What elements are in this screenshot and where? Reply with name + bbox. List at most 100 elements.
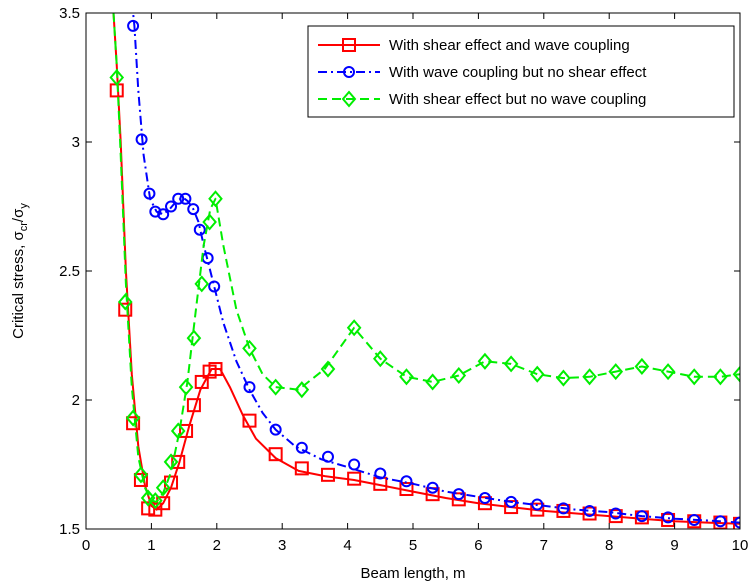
y-tick-label: 2.5 <box>59 263 80 280</box>
data-point <box>179 192 192 205</box>
data-point <box>686 368 702 386</box>
data-point <box>556 369 571 387</box>
data-point <box>141 501 156 516</box>
legend-entry: With wave coupling but no shear effect <box>318 64 647 81</box>
data-point <box>194 374 209 389</box>
series-layer <box>109 13 740 529</box>
data-point <box>133 472 148 487</box>
data-point <box>165 200 178 213</box>
data-point <box>269 423 282 436</box>
data-point <box>125 409 141 427</box>
data-point <box>208 362 223 377</box>
data-point <box>583 504 596 517</box>
x-tick-label: 8 <box>605 537 613 554</box>
legend-marker-swatch <box>341 90 357 108</box>
data-point <box>243 381 256 394</box>
data-point <box>478 492 491 505</box>
data-point <box>452 488 465 501</box>
data-point <box>503 355 519 373</box>
y-tick-label: 3.5 <box>59 5 80 22</box>
data-point <box>163 453 179 471</box>
data-point <box>557 502 570 515</box>
data-point <box>662 511 675 524</box>
data-point <box>179 423 194 438</box>
data-point <box>556 503 571 518</box>
data-point <box>320 360 336 378</box>
data-point <box>635 510 648 523</box>
data-point <box>186 398 201 413</box>
ticks-layer: 0 1 2 3 4 5 6 7 8 9 10 1.5 2 2.5 3 3.5 <box>59 5 748 554</box>
data-point <box>127 19 140 32</box>
x-tick-label: 3 <box>278 537 286 554</box>
data-point <box>118 302 133 317</box>
data-point <box>294 461 309 476</box>
data-point <box>582 368 597 386</box>
legend-label: With shear effect but no wave coupling <box>389 91 646 108</box>
data-point <box>531 498 544 511</box>
legend-entry: With shear effect and wave coupling <box>318 37 630 54</box>
legend-label: With wave coupling but no shear effect <box>389 64 647 81</box>
data-point <box>425 373 440 391</box>
data-point <box>268 378 283 396</box>
legend-marker-swatch <box>342 38 356 52</box>
data-point <box>320 467 335 482</box>
data-point <box>321 450 334 463</box>
data-point <box>208 280 221 293</box>
data-point <box>242 339 257 357</box>
x-tick-label: 1 <box>147 537 155 554</box>
data-point <box>372 350 388 368</box>
data-point <box>268 447 283 462</box>
data-point <box>242 413 257 428</box>
data-point <box>347 471 362 486</box>
data-point <box>451 366 467 385</box>
data-point <box>451 492 466 507</box>
data-point <box>609 507 622 520</box>
x-tick-label: 7 <box>540 537 548 554</box>
data-point <box>295 441 308 454</box>
legend: With shear effect and wave coupling With … <box>307 25 735 118</box>
data-point <box>143 187 156 200</box>
data-point <box>157 208 170 221</box>
data-point <box>140 489 156 507</box>
data-point <box>529 365 545 383</box>
data-point <box>688 513 701 526</box>
data-point <box>149 205 162 218</box>
x-tick-label: 2 <box>213 537 221 554</box>
series-1 <box>109 13 740 529</box>
y-tick-label: 3 <box>72 134 80 151</box>
x-tick-label: 0 <box>82 537 90 554</box>
data-point <box>582 506 597 521</box>
data-point <box>608 363 624 381</box>
data-point <box>608 509 623 524</box>
data-point <box>477 352 493 370</box>
y-axis-label: Critical stress, σcr/σy <box>10 203 30 339</box>
legend-label: With shear effect and wave coupling <box>389 37 630 54</box>
data-point <box>156 496 171 511</box>
data-point <box>399 368 414 386</box>
data-point <box>400 475 413 488</box>
x-tick-label: 6 <box>474 537 482 554</box>
data-point <box>194 275 210 293</box>
data-point <box>733 516 740 529</box>
y-tick-label: 1.5 <box>59 521 80 538</box>
data-point <box>202 213 217 231</box>
data-point <box>660 363 676 381</box>
series-line <box>112 13 740 503</box>
x-tick-label: 5 <box>409 537 417 554</box>
data-point <box>208 190 223 208</box>
series-line <box>132 13 740 524</box>
data-point <box>187 203 200 216</box>
y-tick-label: 2 <box>72 392 80 409</box>
x-tick-label: 4 <box>343 537 351 554</box>
data-point <box>714 515 727 528</box>
data-point <box>155 479 171 497</box>
data-point <box>477 496 492 511</box>
x-tick-label: 10 <box>732 537 749 554</box>
data-point <box>426 481 439 494</box>
data-point <box>734 516 740 529</box>
data-point <box>661 512 676 527</box>
x-tick-label: 9 <box>670 537 678 554</box>
series-3 <box>109 13 740 510</box>
data-point <box>126 416 141 431</box>
